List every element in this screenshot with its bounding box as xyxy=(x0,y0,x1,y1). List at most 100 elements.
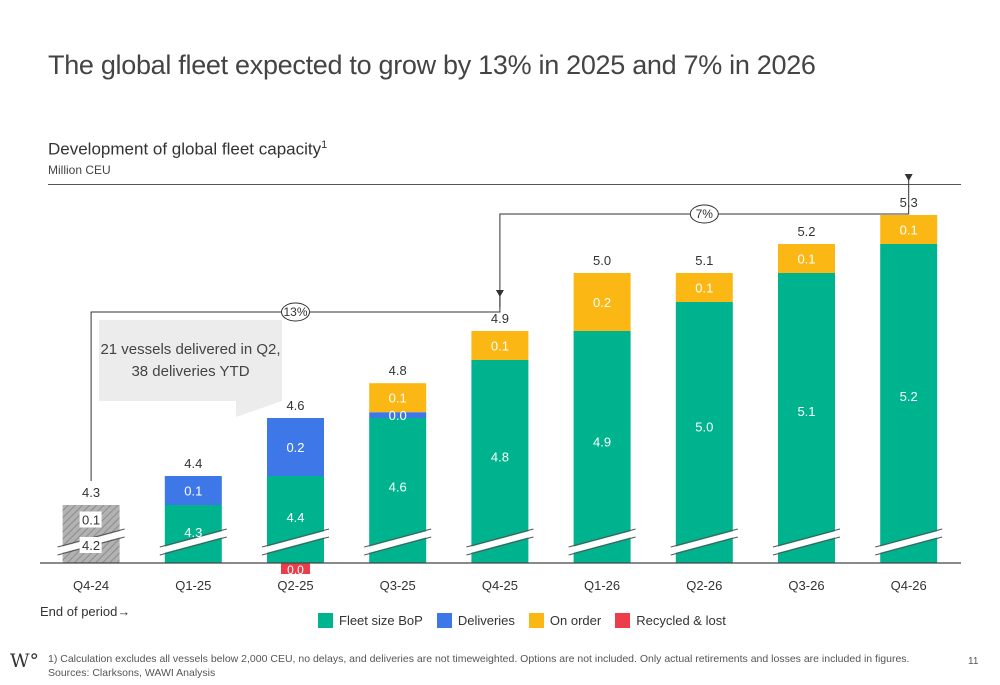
x-tick-label: Q2-26 xyxy=(686,578,722,593)
x-tick-label: Q4-25 xyxy=(482,578,518,593)
growth-bracket-2026: 7% xyxy=(499,174,913,307)
legend-item-on-order: On order xyxy=(528,613,602,628)
label-fleet: 4.8 xyxy=(491,449,509,464)
label-bg xyxy=(79,511,102,528)
label-deliveries: 0.1 xyxy=(184,484,202,499)
x-tick-label: Q3-26 xyxy=(788,578,824,593)
page-number: 11 xyxy=(968,656,979,667)
subtitle-footnote-marker: 1 xyxy=(321,139,328,151)
brand-logo: W° xyxy=(10,650,40,672)
axis-break-mark xyxy=(159,528,228,556)
label-fleet: 4.6 xyxy=(389,480,407,495)
bar-segment-on-order xyxy=(471,331,529,360)
label-bg xyxy=(79,537,102,553)
deliveries-callout: 21 vessels delivered in Q2, 38 deliverie… xyxy=(99,320,282,401)
label-deliveries: 0.0 xyxy=(389,408,407,423)
growth-label: 13% xyxy=(283,305,307,319)
bracket-arrowhead xyxy=(904,174,913,181)
bar-segment-deliveries xyxy=(267,418,324,476)
growth-bracket-2025: 13% xyxy=(90,290,504,481)
x-tick-label: Q4-26 xyxy=(891,578,927,593)
legend-swatch-on-order xyxy=(528,613,544,628)
legend-swatch-fleet xyxy=(318,613,333,628)
label-on-order: 0.2 xyxy=(593,295,611,310)
label-total: 5.0 xyxy=(593,253,611,268)
axis-break-mark xyxy=(567,528,637,556)
label-recycled: 0.0 xyxy=(287,563,304,577)
label-on-order: 0.1 xyxy=(491,339,509,354)
label-fleet: 4.2 xyxy=(82,538,100,553)
label-total: 4.8 xyxy=(389,363,407,378)
footnote-sources: Sources: Clarksons, WAWI Analysis xyxy=(48,667,216,679)
growth-label: 7% xyxy=(696,207,714,221)
label-fleet: 5.0 xyxy=(695,419,713,434)
subtitle-text: Development of global fleet capacity xyxy=(48,139,322,159)
label-fleet: 5.1 xyxy=(797,404,815,419)
label-on-order: 0.1 xyxy=(389,391,407,406)
label-deliveries: 0.2 xyxy=(286,440,304,455)
axis-break-mark xyxy=(261,528,330,556)
bar-q2-25: 4.4 0.2 4.6 Q2-25 xyxy=(261,398,330,593)
x-tick-label: Q1-26 xyxy=(584,578,620,593)
legend-item-fleet: Fleet size BoP xyxy=(318,613,423,628)
label-fleet: 5.2 xyxy=(900,389,918,404)
bar-q2-26: 5.0 0.1 5.1 Q2-26 xyxy=(670,253,739,593)
label-on-order: 0.1 xyxy=(695,281,713,296)
end-of-period-note: End of period→ xyxy=(40,604,131,619)
legend-swatch-deliveries xyxy=(436,613,452,628)
bar-segment-fleet xyxy=(675,302,733,563)
chart-legend: Fleet size BoP Deliveries On order Recyc… xyxy=(318,613,726,628)
bar-q4-25: 4.8 0.1 4.9 Q4-25 xyxy=(465,311,535,593)
label-fleet: 4.9 xyxy=(593,434,611,449)
axis-break-mark xyxy=(363,528,432,556)
label-deliveries: 0.1 xyxy=(82,513,100,528)
legend-swatch-recycled xyxy=(615,613,631,628)
axis-break-mark xyxy=(874,528,943,556)
legend-label-recycled: Recycled & lost xyxy=(636,613,726,628)
callout-line-2: 38 deliveries YTD xyxy=(131,362,250,380)
chart-subtitle: Development of global fleet capacity1 xyxy=(48,139,327,160)
bar-q4-26: 5.20.15.3Q4-26 xyxy=(874,195,943,593)
label-total: 5.1 xyxy=(695,253,713,268)
callout-line-1: 21 vessels delivered in Q2, xyxy=(100,340,281,358)
growth-badge xyxy=(689,204,719,224)
x-tick-label: Q1-25 xyxy=(175,578,211,593)
bar-segment-on-order xyxy=(369,383,427,413)
label-total: 5.2 xyxy=(797,224,815,239)
legend-item-recycled: Recycled & lost xyxy=(615,613,726,628)
legend-item-deliveries: Deliveries xyxy=(436,613,515,628)
header-divider xyxy=(48,184,961,185)
axis-break-mark xyxy=(670,528,739,556)
legend-label-fleet: Fleet size BoP xyxy=(339,613,423,628)
footnote: 1) Calculation excludes all vessels belo… xyxy=(48,652,909,680)
bar-q4-24: 4.2 0.1 4.3 Q4-24 xyxy=(56,485,126,593)
bar-segment-on-order xyxy=(573,273,631,331)
label-total: 4.6 xyxy=(286,398,304,413)
bar-q1-25: 4.3 0.1 4.4 Q1-25 xyxy=(159,456,228,593)
bar-segment-fleet xyxy=(573,331,631,563)
bar-q3-25: 4.6 0.0 0.1 4.8 Q3-25 xyxy=(363,363,432,593)
growth-badge xyxy=(281,302,310,322)
label-on-order: 0.1 xyxy=(900,223,918,238)
bar-segment-deliveries xyxy=(369,412,427,418)
bar-segment-deliveries xyxy=(164,476,222,505)
bar-segment-recycled xyxy=(281,563,310,574)
label-total: 4.3 xyxy=(82,485,100,500)
bar-segment-on-order xyxy=(778,244,835,273)
legend-label-on-order: On order xyxy=(549,613,602,628)
bar-q3-26: 5.1 0.1 5.2 Q3-26 xyxy=(772,224,841,593)
x-tick-label: Q3-25 xyxy=(380,578,416,593)
bar-segment-on-order xyxy=(880,215,938,244)
axis-break-mark xyxy=(772,528,841,556)
callout-pointer xyxy=(236,401,282,417)
bar-q1-26: 4.9 0.2 5.0 Q1-26 xyxy=(567,253,637,593)
x-tick-label: Q4-24 xyxy=(73,578,109,593)
label-on-order: 0.1 xyxy=(797,252,815,267)
bar-segment-on-order xyxy=(675,273,733,302)
label-fleet: 4.4 xyxy=(286,510,304,525)
page-title: The global fleet expected to grow by 13%… xyxy=(48,50,816,80)
bar-segment-fleet xyxy=(880,244,938,563)
label-total: 4.4 xyxy=(184,456,202,471)
bar-segment-fleet xyxy=(471,360,529,563)
label-total: 4.9 xyxy=(491,311,509,326)
